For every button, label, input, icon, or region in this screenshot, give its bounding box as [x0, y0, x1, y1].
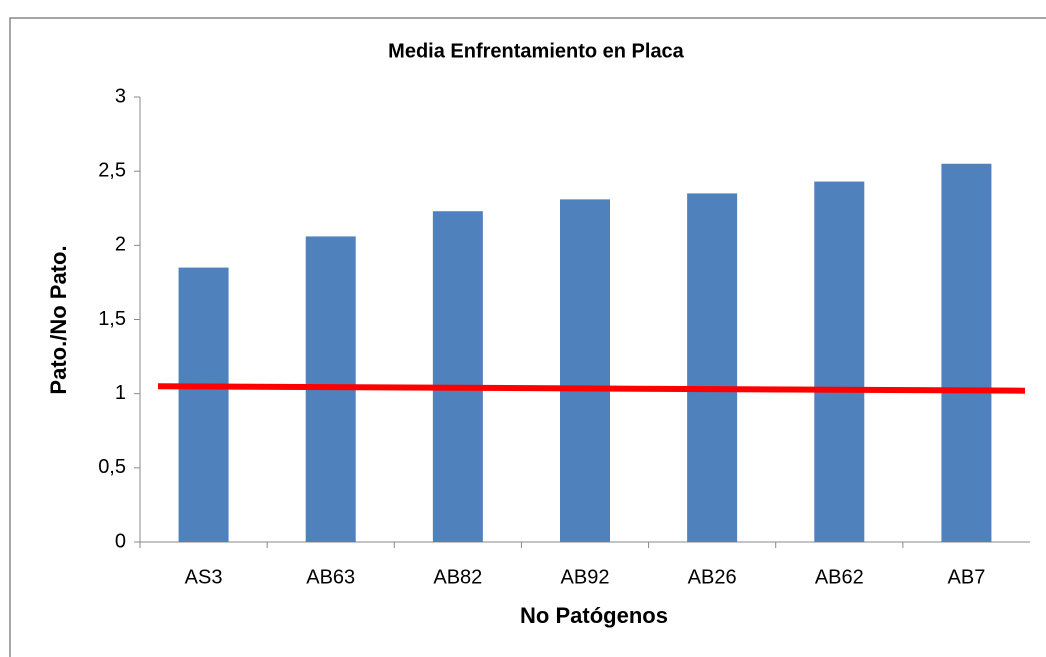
bar	[432, 211, 483, 542]
x-axis-label: No Patógenos	[520, 603, 668, 628]
x-tick-label: AB62	[815, 566, 864, 588]
x-tick-label: AB63	[306, 566, 355, 588]
y-tick-label: 1	[115, 382, 126, 404]
y-tick-label: 0,5	[98, 456, 126, 478]
x-tick-label: AB92	[561, 566, 610, 588]
chart-title: Media Enfrentamiento en Placa	[388, 40, 685, 62]
y-tick-label: 2,5	[98, 159, 126, 181]
bar	[687, 193, 738, 542]
y-axis-label: Pato./No Pato.	[46, 245, 71, 394]
bar	[814, 181, 865, 543]
x-tick-label: AB82	[433, 566, 482, 588]
reference-line	[157, 383, 1026, 394]
y-tick-label: 3	[115, 85, 126, 107]
x-tick-label: AB26	[688, 566, 737, 588]
y-tick-label: 2	[115, 234, 126, 256]
x-tick-label: AS3	[185, 566, 223, 588]
y-tick-label: 1,5	[98, 308, 126, 330]
bar	[178, 267, 229, 542]
bar	[560, 199, 610, 542]
y-tick-label: 0	[115, 530, 126, 552]
bar	[941, 163, 992, 542]
chart-frame	[9, 17, 1046, 657]
x-tick-label: AB7	[948, 566, 986, 588]
